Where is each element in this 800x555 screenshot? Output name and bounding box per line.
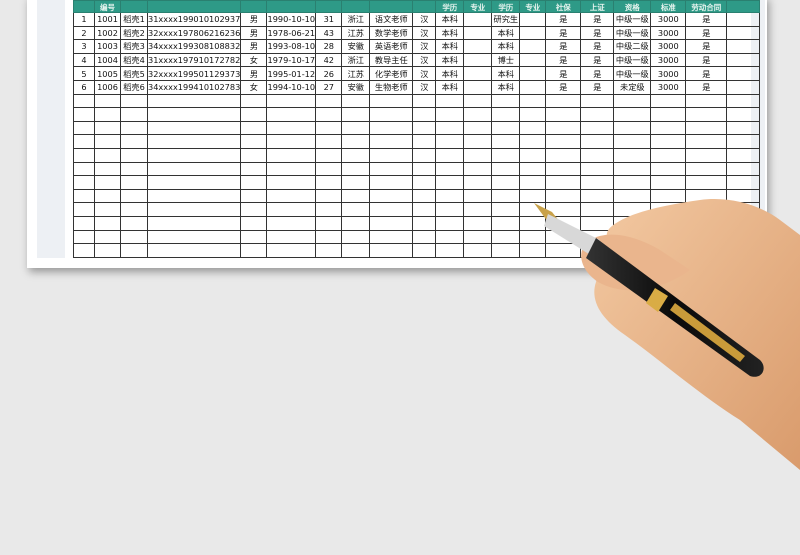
header-cell[interactable] xyxy=(315,0,343,13)
table-cell[interactable] xyxy=(146,243,242,258)
header-cell[interactable] xyxy=(369,0,414,13)
header-cell[interactable]: 学历 xyxy=(491,0,521,13)
empty-row xyxy=(73,147,761,163)
empty-row xyxy=(73,161,761,177)
header-cell[interactable]: 劳动合同 xyxy=(685,0,728,13)
header-cell[interactable]: 上证 xyxy=(580,0,615,13)
header-cell[interactable] xyxy=(146,0,242,13)
employee-table: 编号 学历 专业 学历 专业 社保 上证 资格 标准 劳动合同 1 1001 稻壳1 31xxxx1990… xyxy=(73,0,761,258)
fountain-pen-icon xyxy=(534,203,764,377)
header-cell[interactable] xyxy=(266,0,317,13)
header-row: 编号 学历 专业 学历 专业 社保 上证 资格 标准 劳动合同 xyxy=(73,0,761,13)
empty-row xyxy=(73,120,761,136)
table-row: 1 1001 稻壳1 31xxxx199010102937 男 1990-10-10 31 浙… xyxy=(73,12,761,27)
header-cell[interactable]: 专业 xyxy=(519,0,547,13)
header-cell[interactable]: 学历 xyxy=(435,0,465,13)
table-row: 4 1004 稻壳4 31xxxx197910172782 女 1979-10-17 42 浙… xyxy=(73,52,761,68)
header-cell[interactable] xyxy=(120,0,148,13)
left-margin-strip xyxy=(37,0,65,258)
header-cell[interactable]: 编号 xyxy=(94,0,121,13)
header-cell[interactable] xyxy=(341,0,371,13)
header-cell[interactable] xyxy=(726,0,761,13)
header-cell[interactable]: 专业 xyxy=(463,0,493,13)
header-cell[interactable]: 资格 xyxy=(613,0,652,13)
header-cell[interactable] xyxy=(73,0,95,13)
